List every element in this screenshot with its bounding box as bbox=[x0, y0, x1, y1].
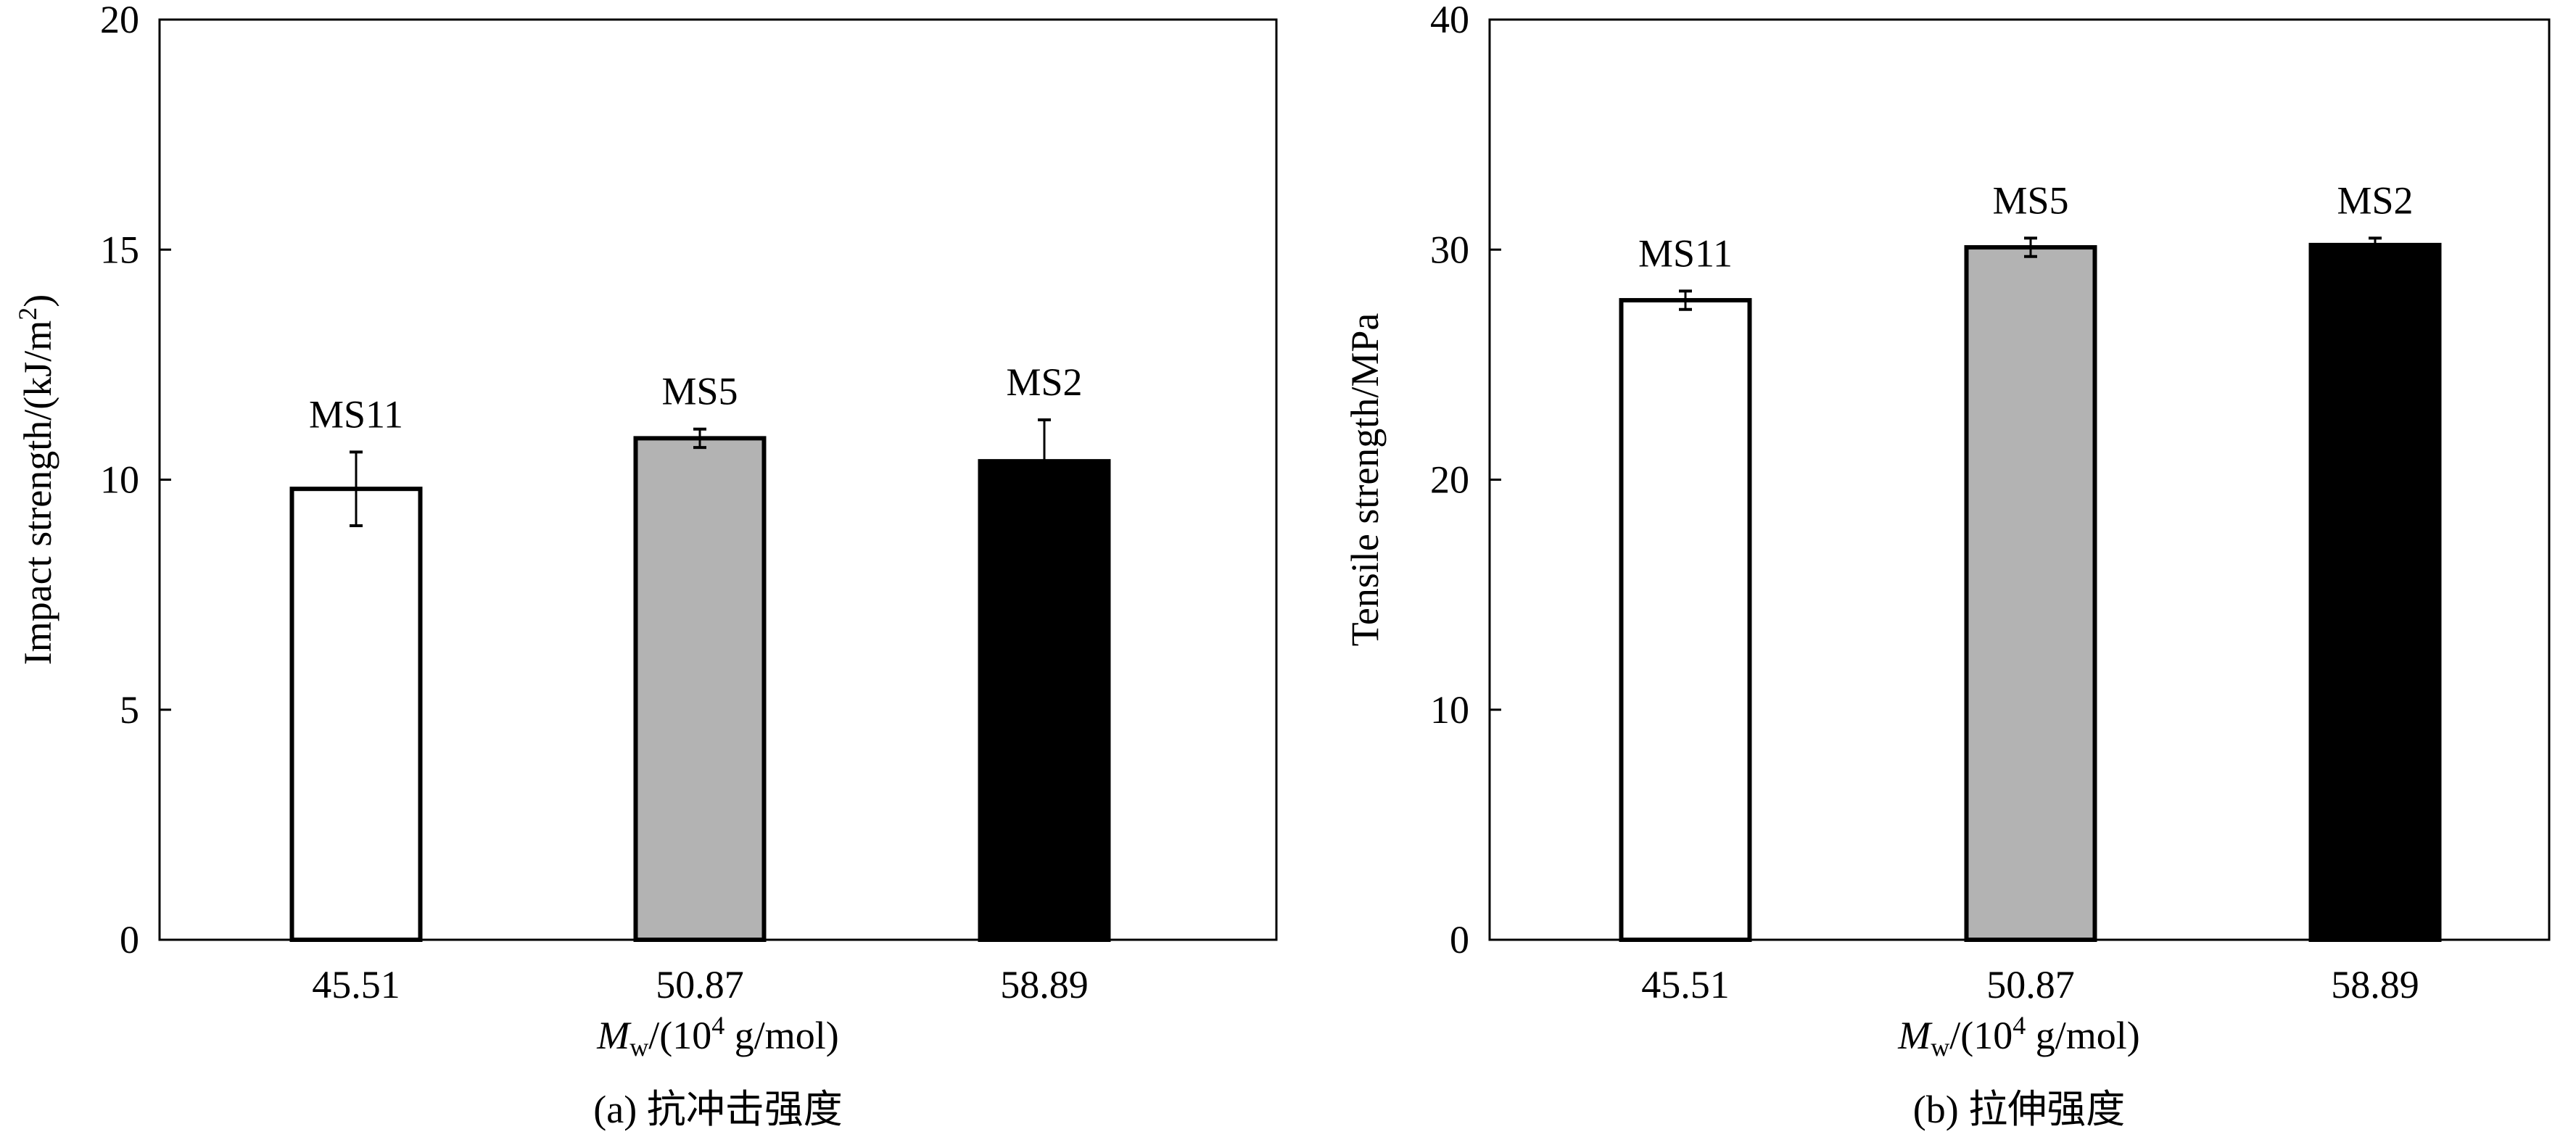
bar-MS11 bbox=[1619, 298, 1752, 943]
x-label-sub: w bbox=[629, 1033, 648, 1062]
bar-label: MS2 bbox=[1006, 360, 1082, 404]
x-tick-label: 45.51 bbox=[312, 963, 400, 1006]
x-tick-label: 50.87 bbox=[656, 963, 744, 1006]
bar-MS2 bbox=[2308, 242, 2442, 942]
x-label-end: g/mol) bbox=[2026, 1014, 2140, 1057]
x-axis-label: Mw/(104 g/mol) bbox=[1897, 1011, 2139, 1062]
x-label-rest: /(10 bbox=[1949, 1014, 2012, 1057]
bar-label: MS2 bbox=[2337, 178, 2413, 222]
y-label-end: ) bbox=[16, 294, 59, 307]
y-tick-label: 10 bbox=[100, 458, 139, 502]
y-label-main: Tensile strength/MPa bbox=[1343, 313, 1387, 647]
chart-a: MS11 45.51 MS5 50.87 MS2 58.89 0 5 10 15 20 Mw/(104… bbox=[13, 0, 1278, 1131]
bar-MS11 bbox=[289, 487, 423, 942]
y-tick-label: 0 bbox=[1450, 918, 1469, 962]
y-axis-label: Tensile strength/MPa bbox=[1343, 313, 1387, 647]
x-label-sup: 4 bbox=[711, 1011, 724, 1040]
bar-MS5 bbox=[633, 436, 767, 942]
x-tick-label: 58.89 bbox=[1000, 963, 1089, 1006]
y-tick-label: 20 bbox=[100, 0, 139, 41]
y-tick-label: 20 bbox=[1430, 458, 1469, 502]
y-tick-label: 40 bbox=[1430, 0, 1469, 41]
y-label-sup: 2 bbox=[13, 307, 42, 321]
y-tick-label: 5 bbox=[120, 688, 139, 732]
y-tick-label: 10 bbox=[1430, 688, 1469, 732]
x-label-sup: 4 bbox=[2012, 1011, 2026, 1040]
bar-label: MS11 bbox=[309, 392, 403, 436]
x-tick-label: 45.51 bbox=[1641, 963, 1730, 1006]
y-tick-label: 30 bbox=[1430, 228, 1469, 271]
y-label-main: Impact strength/(kJ/m bbox=[16, 321, 59, 665]
chart-caption: (a) 抗冲击强度 bbox=[593, 1088, 842, 1131]
x-label-main: M bbox=[596, 1014, 632, 1057]
bar-MS2 bbox=[978, 459, 1111, 942]
x-label-end: g/mol) bbox=[724, 1014, 839, 1057]
x-tick-label: 58.89 bbox=[2331, 963, 2419, 1006]
x-tick-label: 50.87 bbox=[1986, 963, 2075, 1006]
chart-caption: (b) 拉伸强度 bbox=[1913, 1088, 2125, 1131]
x-label-rest: /(10 bbox=[648, 1014, 711, 1057]
bar-MS5 bbox=[1964, 245, 2097, 942]
chart-b: MS11 45.51 MS5 50.87 MS2 58.89 0 10 20 30 40 Mw/(10… bbox=[1343, 0, 2551, 1131]
y-tick-label: 0 bbox=[120, 918, 139, 962]
bar-label: MS5 bbox=[1992, 178, 2068, 222]
y-axis-label: Impact strength/(kJ/m2) bbox=[13, 294, 59, 665]
y-tick-label: 15 bbox=[100, 228, 139, 271]
x-label-sub: w bbox=[1931, 1033, 1949, 1062]
x-axis-label: Mw/(104 g/mol) bbox=[596, 1011, 838, 1062]
x-label-main: M bbox=[1897, 1014, 1933, 1057]
bar-label: MS5 bbox=[661, 370, 738, 413]
bar-label: MS11 bbox=[1638, 231, 1733, 275]
